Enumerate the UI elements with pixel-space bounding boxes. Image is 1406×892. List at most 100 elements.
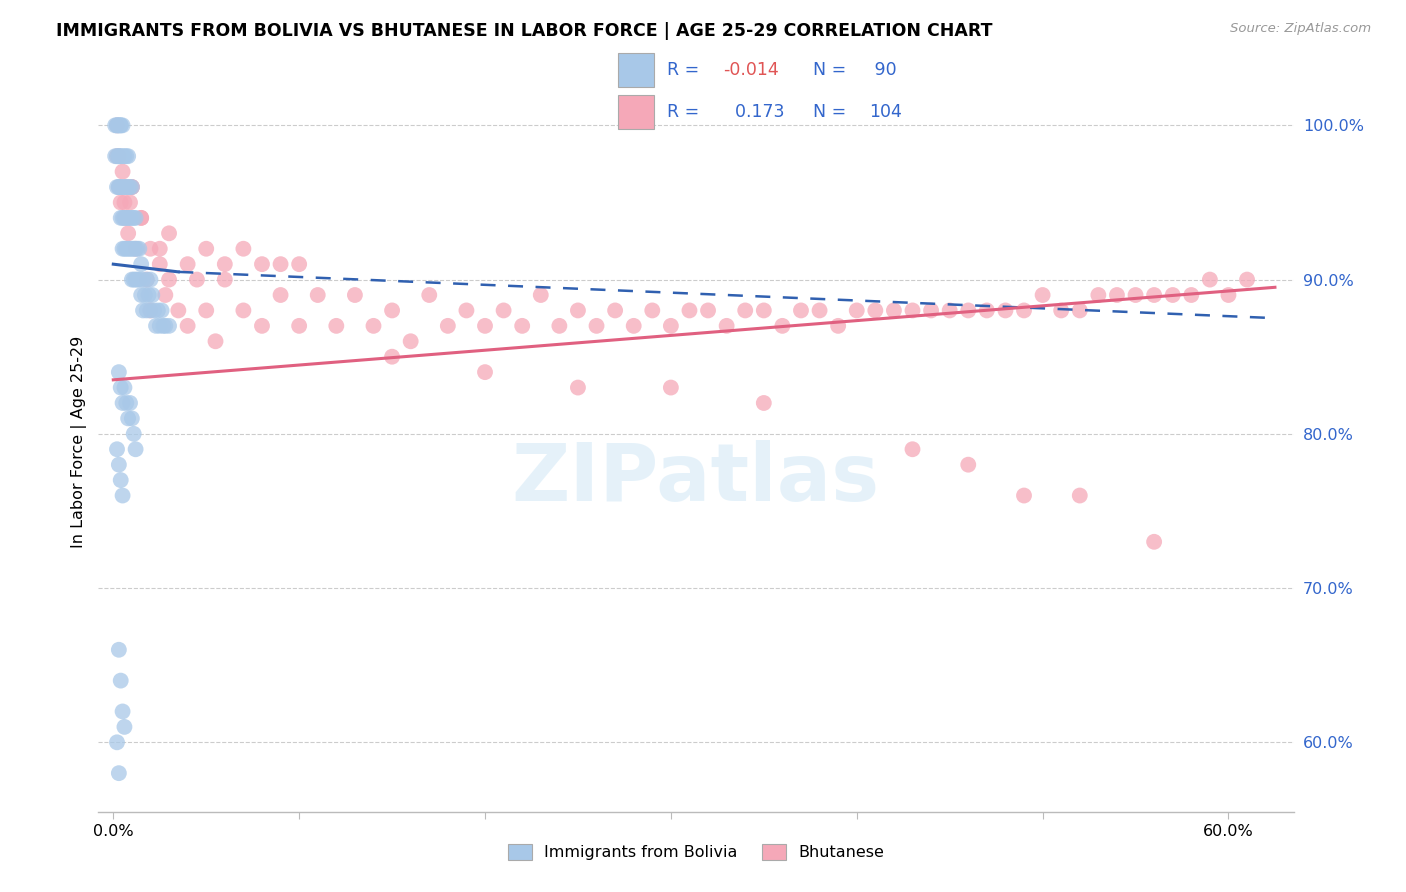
Point bbox=[1236, 272, 1258, 286]
Point bbox=[139, 303, 162, 318]
Point bbox=[118, 242, 141, 256]
Point bbox=[143, 303, 166, 318]
Point bbox=[105, 149, 128, 163]
Point bbox=[155, 288, 177, 302]
Point bbox=[270, 288, 292, 302]
Point bbox=[117, 180, 139, 194]
Point bbox=[920, 303, 942, 318]
Point bbox=[659, 318, 682, 333]
Point bbox=[363, 318, 385, 333]
Point bbox=[128, 242, 150, 256]
Point bbox=[752, 303, 775, 318]
Point bbox=[128, 272, 150, 286]
Point bbox=[110, 195, 132, 210]
Point bbox=[105, 119, 128, 133]
Text: ZIPatlas: ZIPatlas bbox=[512, 440, 880, 517]
Point bbox=[117, 242, 139, 256]
Point bbox=[105, 442, 128, 457]
Point bbox=[121, 180, 143, 194]
Point bbox=[530, 288, 553, 302]
Point bbox=[118, 396, 141, 410]
Y-axis label: In Labor Force | Age 25-29: In Labor Force | Age 25-29 bbox=[72, 335, 87, 548]
Point bbox=[129, 211, 152, 225]
Text: R =: R = bbox=[668, 61, 704, 78]
Point bbox=[734, 303, 756, 318]
Point bbox=[132, 272, 155, 286]
Point bbox=[492, 303, 515, 318]
Text: -0.014: -0.014 bbox=[724, 61, 779, 78]
Point bbox=[381, 303, 404, 318]
Point bbox=[270, 257, 292, 271]
Point bbox=[195, 303, 218, 318]
Legend: Immigrants from Bolivia, Bhutanese: Immigrants from Bolivia, Bhutanese bbox=[502, 838, 890, 867]
Point bbox=[1180, 288, 1202, 302]
Point bbox=[108, 149, 131, 163]
Point bbox=[167, 303, 190, 318]
Point bbox=[129, 257, 152, 271]
Point bbox=[110, 211, 132, 225]
Point bbox=[770, 318, 793, 333]
Point bbox=[124, 242, 146, 256]
Point bbox=[110, 180, 132, 194]
Point bbox=[1012, 489, 1035, 503]
Point bbox=[678, 303, 700, 318]
Point bbox=[1069, 303, 1091, 318]
Point bbox=[135, 272, 157, 286]
Point bbox=[121, 242, 143, 256]
Point bbox=[157, 227, 180, 241]
Point bbox=[114, 180, 136, 194]
Point bbox=[214, 257, 236, 271]
Point bbox=[114, 720, 136, 734]
Point bbox=[124, 272, 146, 286]
Point bbox=[1012, 303, 1035, 318]
Point bbox=[117, 149, 139, 163]
Point bbox=[135, 303, 157, 318]
Point bbox=[474, 365, 496, 379]
Point bbox=[118, 180, 141, 194]
Point bbox=[111, 396, 134, 410]
Point bbox=[121, 180, 143, 194]
Point bbox=[883, 303, 905, 318]
Point bbox=[176, 257, 198, 271]
Point bbox=[157, 318, 180, 333]
Text: R =: R = bbox=[668, 103, 704, 121]
Point bbox=[111, 489, 134, 503]
Point bbox=[1105, 288, 1128, 302]
Point bbox=[110, 673, 132, 688]
Point bbox=[108, 180, 131, 194]
Point bbox=[110, 380, 132, 394]
Point bbox=[752, 396, 775, 410]
Point bbox=[288, 318, 311, 333]
Point bbox=[567, 303, 589, 318]
Point bbox=[129, 211, 152, 225]
Point bbox=[122, 272, 145, 286]
Point bbox=[121, 411, 143, 425]
Point bbox=[108, 458, 131, 472]
Point bbox=[111, 149, 134, 163]
Point bbox=[114, 380, 136, 394]
Point bbox=[214, 272, 236, 286]
Point bbox=[585, 318, 607, 333]
Point bbox=[110, 119, 132, 133]
Point bbox=[250, 318, 273, 333]
Point bbox=[115, 242, 138, 256]
Point bbox=[122, 426, 145, 441]
Point bbox=[132, 303, 155, 318]
Point bbox=[118, 211, 141, 225]
Point bbox=[176, 318, 198, 333]
Point bbox=[108, 180, 131, 194]
Point bbox=[117, 227, 139, 241]
Point bbox=[1218, 288, 1240, 302]
Point bbox=[399, 334, 422, 349]
Point bbox=[108, 119, 131, 133]
Point bbox=[110, 180, 132, 194]
Point bbox=[343, 288, 366, 302]
Point bbox=[157, 272, 180, 286]
Point bbox=[108, 180, 131, 194]
Point bbox=[108, 119, 131, 133]
Point bbox=[105, 149, 128, 163]
Point bbox=[152, 318, 174, 333]
Point bbox=[105, 180, 128, 194]
Point bbox=[510, 318, 533, 333]
Point bbox=[138, 288, 160, 302]
